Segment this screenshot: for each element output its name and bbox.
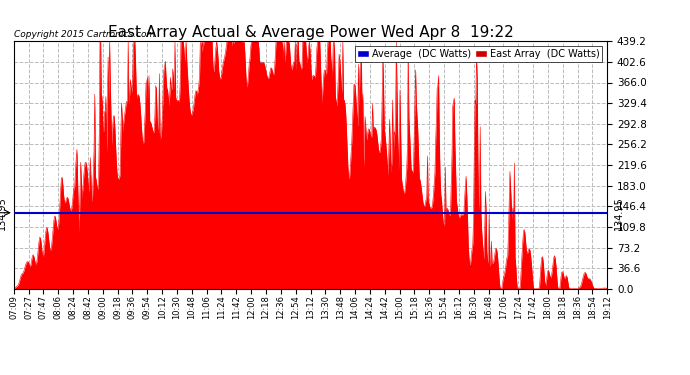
Legend: Average  (DC Watts), East Array  (DC Watts): Average (DC Watts), East Array (DC Watts… [355,46,602,62]
Text: Copyright 2015 Cartronics.com: Copyright 2015 Cartronics.com [14,30,155,39]
Title: East Array Actual & Average Power Wed Apr 8  19:22: East Array Actual & Average Power Wed Ap… [108,25,513,40]
Text: 134.95: 134.95 [614,196,624,230]
Text: 134.95: 134.95 [0,196,7,230]
